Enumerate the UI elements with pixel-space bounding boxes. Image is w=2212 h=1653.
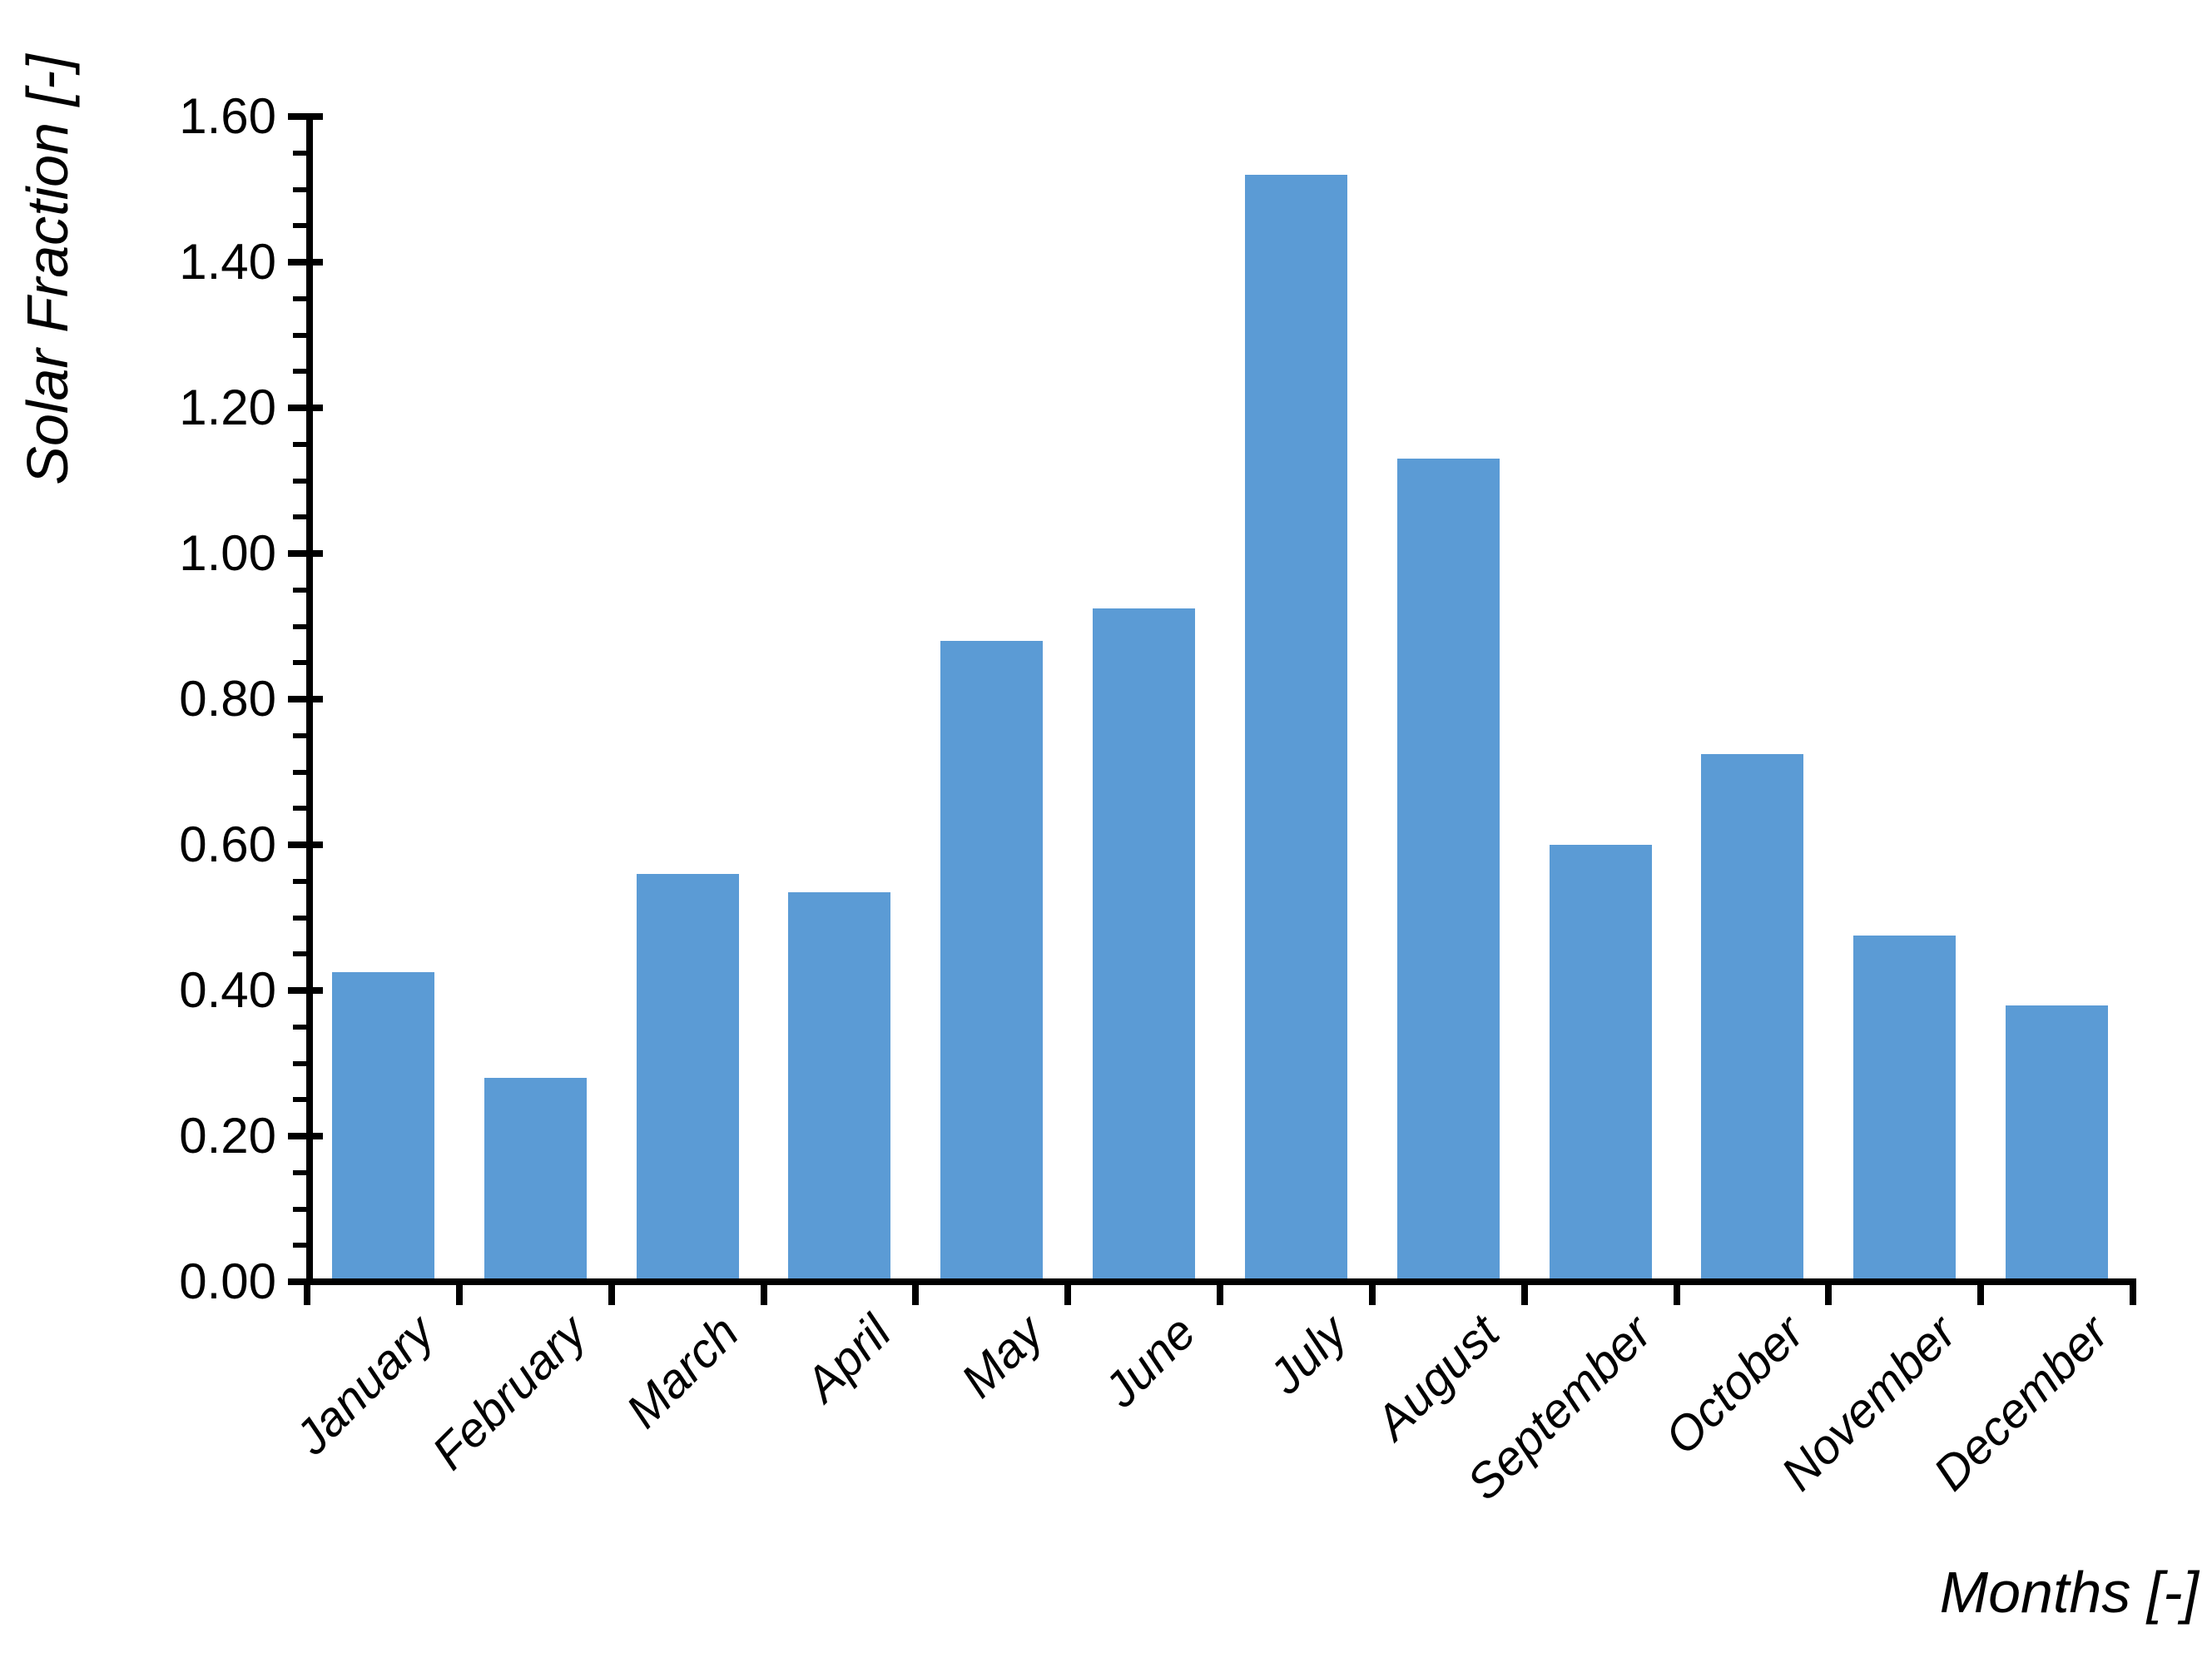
y-axis-minor-tick (293, 295, 310, 301)
x-axis-tick (912, 1282, 920, 1305)
y-axis-minor-tick (293, 806, 310, 812)
x-axis-tick (760, 1282, 767, 1305)
y-axis-minor-tick (293, 478, 310, 484)
x-axis-tick (608, 1282, 615, 1305)
bar-september (1549, 845, 1652, 1282)
bar-july (1244, 175, 1347, 1282)
y-axis-minor-tick (293, 769, 310, 775)
y-axis-major-tick (288, 259, 323, 266)
y-axis-minor-tick (293, 1169, 310, 1175)
x-axis-title: Months [-] (1939, 1560, 2199, 1625)
bar-october (1701, 753, 1804, 1282)
x-axis-tick (304, 1282, 310, 1305)
y-axis-minor-tick (293, 1060, 310, 1066)
y-tick-label: 1.20 (179, 380, 276, 435)
y-axis-major-tick (288, 113, 323, 120)
y-axis-minor-tick (293, 223, 310, 229)
y-axis-major-tick (288, 987, 323, 994)
y-tick-label: 0.40 (179, 962, 276, 1018)
y-axis-minor-tick (293, 514, 310, 520)
x-axis-tick (1825, 1282, 1833, 1305)
x-axis-line (306, 1278, 2136, 1285)
y-axis-major-tick (288, 841, 323, 848)
y-axis-major-tick (288, 1133, 323, 1139)
y-axis-minor-tick (293, 915, 310, 921)
y-axis-minor-tick (293, 369, 310, 375)
y-axis-line (306, 113, 313, 1285)
y-tick-label: 0.80 (179, 671, 276, 727)
y-axis-minor-tick (293, 951, 310, 957)
x-axis-tick (1368, 1282, 1376, 1305)
x-axis-tick (1977, 1282, 1985, 1305)
bar-march (636, 874, 739, 1282)
bar-december (2006, 1005, 2109, 1282)
y-tick-label: 0.60 (179, 817, 276, 872)
y-tick-label: 1.40 (179, 234, 276, 290)
bar-may (940, 641, 1044, 1282)
y-axis-major-tick (288, 696, 323, 702)
y-axis-minor-tick (293, 1243, 310, 1248)
x-axis-tick (455, 1282, 463, 1305)
x-axis-tick (1520, 1282, 1528, 1305)
y-axis-minor-tick (293, 150, 310, 156)
bar-february (484, 1078, 587, 1282)
y-tick-label: 1.60 (179, 88, 276, 144)
x-axis-tick (1673, 1282, 1680, 1305)
y-axis-minor-tick (293, 1097, 310, 1103)
bar-august (1396, 459, 1500, 1282)
bar-november (1853, 936, 1957, 1282)
bar-april (788, 891, 891, 1282)
x-axis-tick (2130, 1282, 2136, 1305)
bar-january (331, 972, 434, 1282)
y-tick-label: 0.20 (179, 1108, 276, 1164)
y-axis-minor-tick (293, 660, 310, 666)
y-tick-label: 1.00 (179, 525, 276, 581)
bar-june (1093, 608, 1196, 1282)
y-axis-major-tick (288, 405, 323, 411)
y-axis-minor-tick (293, 1206, 310, 1212)
y-axis-minor-tick (293, 441, 310, 447)
y-axis-minor-tick (293, 878, 310, 884)
x-axis-tick (1064, 1282, 1072, 1305)
y-axis-minor-tick (293, 732, 310, 738)
y-axis-minor-tick (293, 1024, 310, 1030)
y-axis-major-tick (288, 550, 323, 557)
y-tick-label: 0.00 (179, 1253, 276, 1309)
y-axis-minor-tick (293, 623, 310, 629)
y-axis-minor-tick (293, 587, 310, 593)
y-axis-minor-tick (293, 332, 310, 338)
x-axis-tick (1217, 1282, 1223, 1305)
y-axis-minor-tick (293, 186, 310, 192)
